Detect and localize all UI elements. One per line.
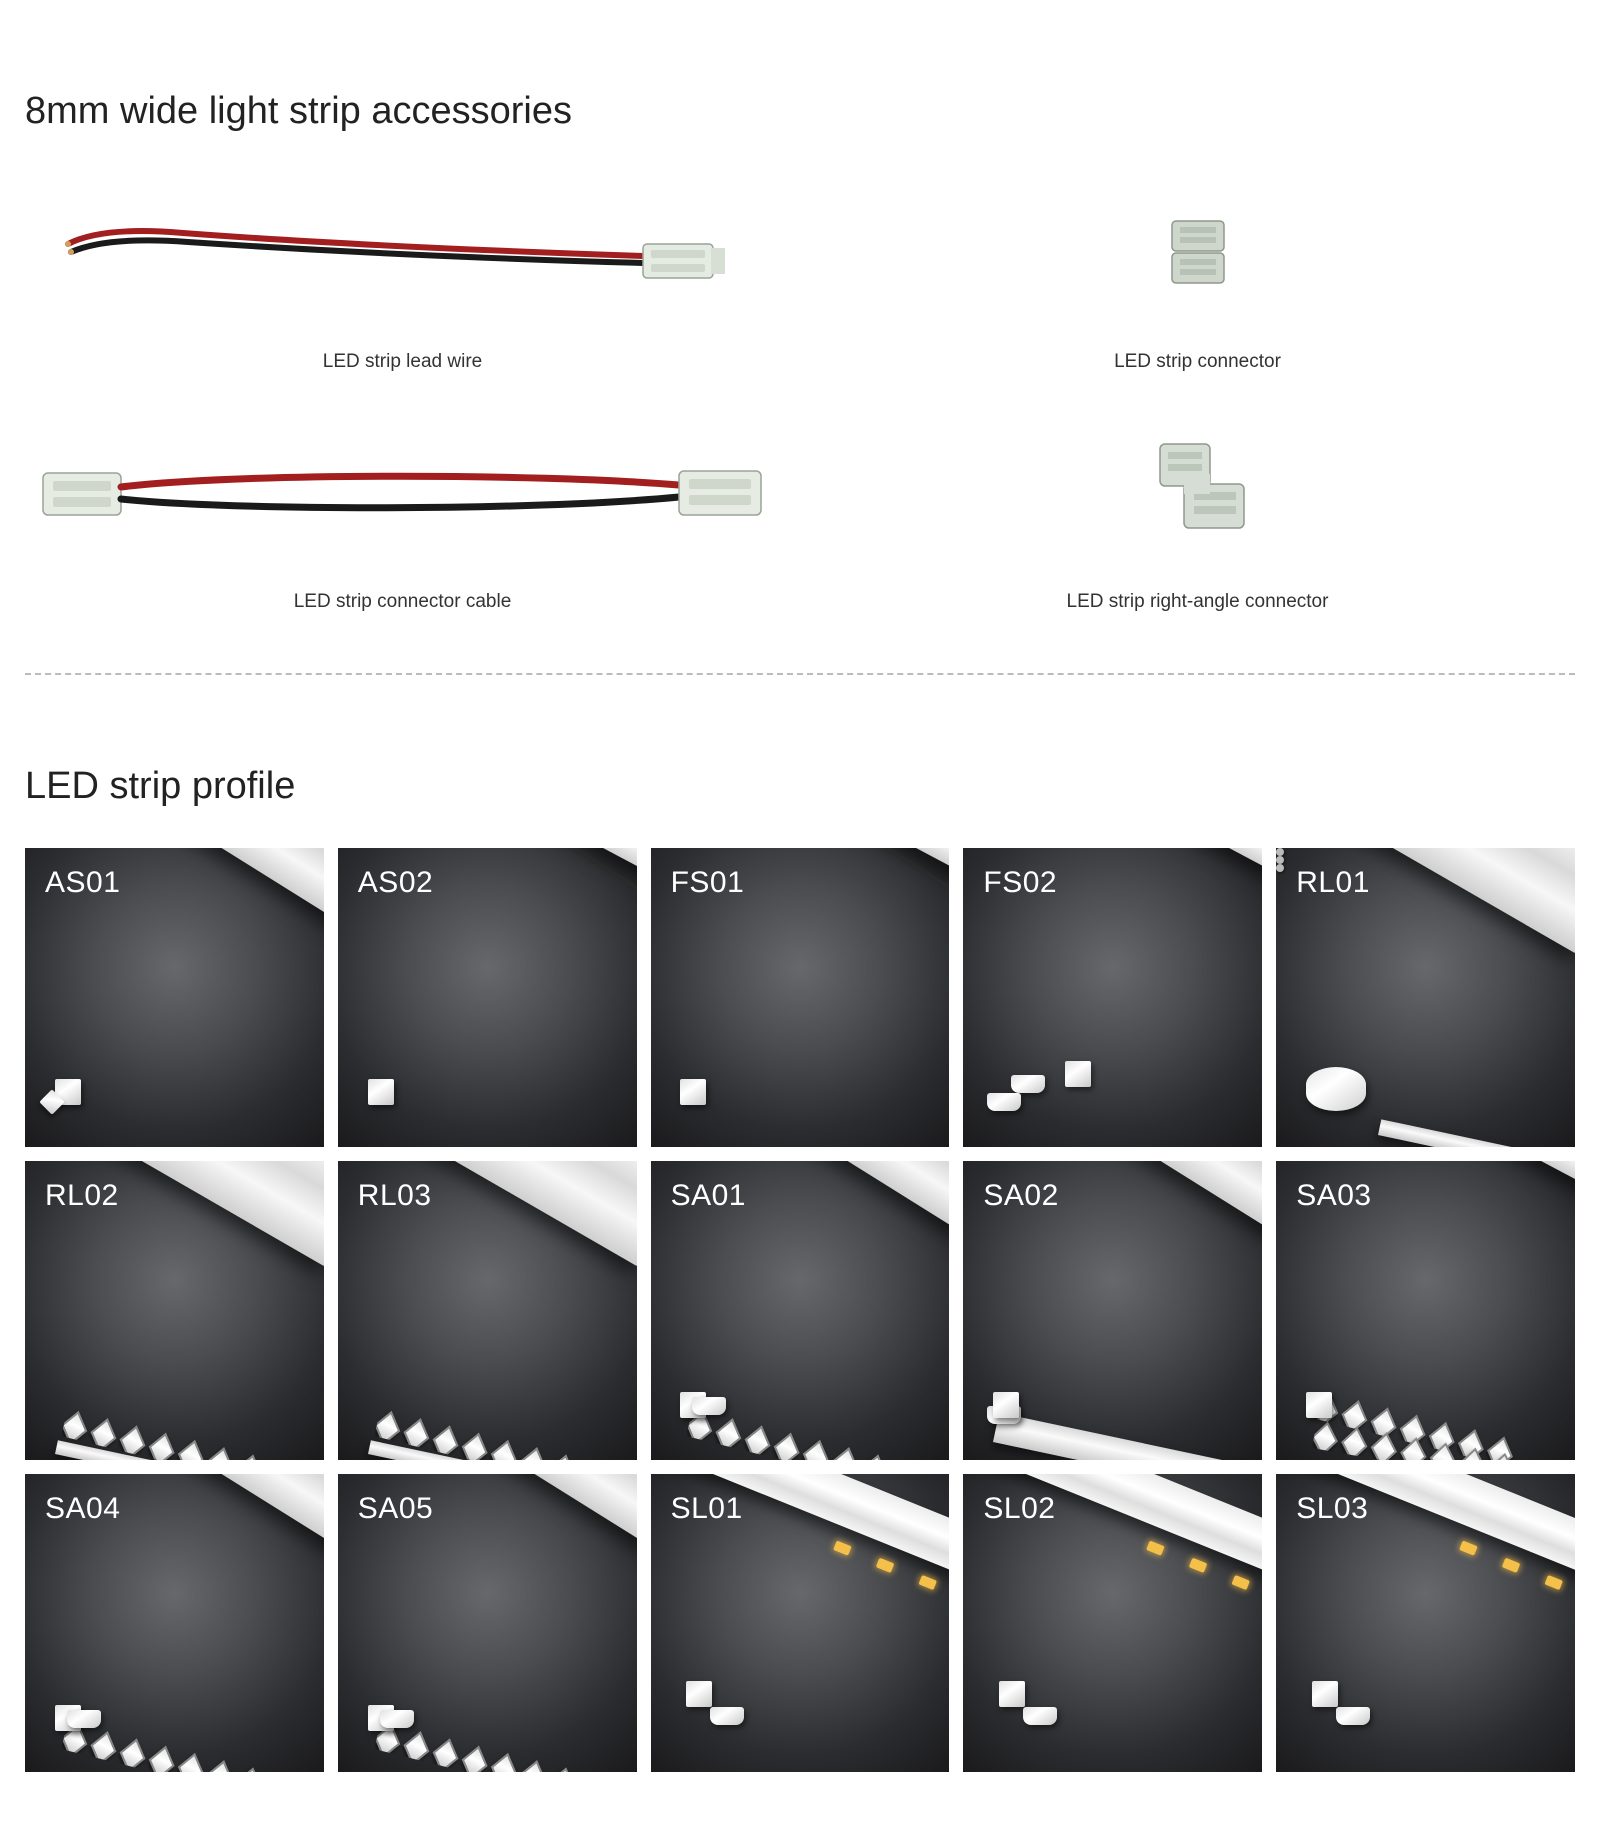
profile-tile[interactable]: SL02: [963, 1474, 1262, 1773]
lead-wire-image: [43, 173, 763, 333]
profile-code: SA02: [983, 1179, 1058, 1213]
profile-tile[interactable]: SA05: [338, 1474, 637, 1773]
profile-section-title: LED strip profile: [25, 765, 1575, 808]
profile-tile[interactable]: AS02: [338, 848, 637, 1147]
profile-tile[interactable]: RL02: [25, 1161, 324, 1460]
profile-tile[interactable]: AS01: [25, 848, 324, 1147]
profile-tile[interactable]: SL01: [651, 1474, 950, 1773]
profile-grid: AS01 AS02 FS01 FS02 RL01 RL02 RL03: [25, 848, 1575, 1772]
profile-tile[interactable]: RL03: [338, 1161, 637, 1460]
profile-code: RL01: [1296, 866, 1370, 900]
accessory-connector-cable: LED strip connector cable: [25, 413, 780, 613]
profile-code: SA03: [1296, 1179, 1371, 1213]
section-divider: [25, 673, 1575, 675]
profile-tile[interactable]: SA04: [25, 1474, 324, 1773]
profile-code: FS01: [671, 866, 745, 900]
profile-code: AS02: [358, 866, 433, 900]
accessories-grid: LED strip lead wire LED strip connector: [25, 173, 1575, 613]
profile-tile[interactable]: RL01: [1276, 848, 1575, 1147]
profile-tile[interactable]: SA03: [1276, 1161, 1575, 1460]
profile-code: FS02: [983, 866, 1057, 900]
profile-tile[interactable]: FS01: [651, 848, 950, 1147]
accessory-label: LED strip connector cable: [294, 591, 512, 613]
accessory-lead-wire: LED strip lead wire: [25, 173, 780, 373]
accessory-label: LED strip connector: [1114, 351, 1281, 373]
profile-code: SA01: [671, 1179, 746, 1213]
accessory-label: LED strip right-angle connector: [1067, 591, 1329, 613]
profile-tile[interactable]: SL03: [1276, 1474, 1575, 1773]
profile-code: SA04: [45, 1492, 120, 1526]
right-angle-image: [1138, 413, 1258, 573]
profile-code: SL02: [983, 1492, 1055, 1526]
profile-code: RL02: [45, 1179, 119, 1213]
profile-code: AS01: [45, 866, 120, 900]
profile-code: RL03: [358, 1179, 432, 1213]
profile-code: SA05: [358, 1492, 433, 1526]
accessory-connector: LED strip connector: [820, 173, 1575, 373]
profile-tile[interactable]: SA01: [651, 1161, 950, 1460]
profile-tile[interactable]: FS02: [963, 848, 1262, 1147]
accessory-label: LED strip lead wire: [323, 351, 482, 373]
profile-code: SL01: [671, 1492, 743, 1526]
connector-cable-image: [33, 413, 773, 573]
profile-tile[interactable]: SA02: [963, 1161, 1262, 1460]
profile-code: SL03: [1296, 1492, 1368, 1526]
accessory-right-angle: LED strip right-angle connector: [820, 413, 1575, 613]
connector-image: [1158, 173, 1238, 333]
accessories-section-title: 8mm wide light strip accessories: [25, 90, 1575, 133]
